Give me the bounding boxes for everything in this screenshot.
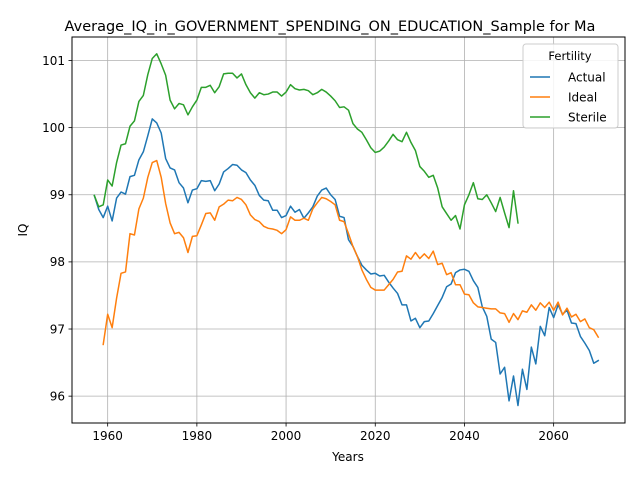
y-tick-label: 97 xyxy=(50,322,65,336)
y-tick-label: 101 xyxy=(42,54,65,68)
legend-title: Fertility xyxy=(548,49,591,63)
x-tick-label: 2060 xyxy=(538,429,569,443)
x-tick-label: 2000 xyxy=(271,429,302,443)
y-tick-label: 100 xyxy=(42,121,65,135)
legend-label-ideal: Ideal xyxy=(568,90,597,104)
y-tick-label: 98 xyxy=(50,255,65,269)
legend-label-sterile: Sterile xyxy=(568,110,607,124)
y-tick-label: 96 xyxy=(50,389,65,403)
y-tick-label: 99 xyxy=(50,188,65,202)
x-axis-label: Years xyxy=(331,450,364,464)
legend-label-actual: Actual xyxy=(568,70,606,84)
chart-title: Average_IQ_in_GOVERNMENT_SPENDING_ON_EDU… xyxy=(65,19,596,35)
x-tick-label: 1980 xyxy=(182,429,213,443)
legend: Fertility Actual Ideal Sterile xyxy=(523,44,618,128)
x-tick-label: 2020 xyxy=(360,429,391,443)
y-axis-label: IQ xyxy=(16,224,30,237)
x-tick-label: 2040 xyxy=(449,429,480,443)
x-tick-label: 1960 xyxy=(92,429,123,443)
